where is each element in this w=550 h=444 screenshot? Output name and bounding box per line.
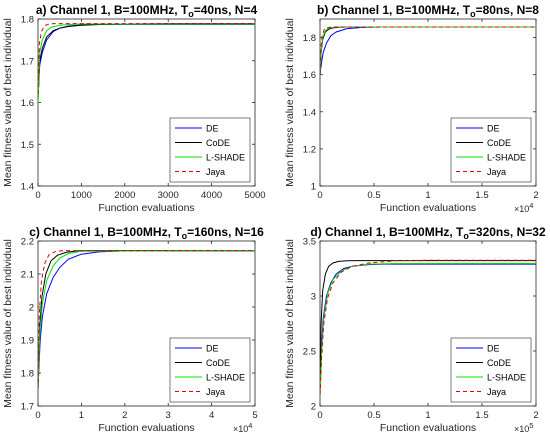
x-tick-label: 1.5 — [475, 410, 488, 421]
series-line-jaya — [320, 259, 536, 396]
y-tick-label: 1.2 — [303, 144, 316, 155]
series-line-lshade — [320, 26, 536, 75]
legend-label: Jaya — [487, 387, 506, 397]
y-tick-label: 1.4 — [303, 107, 316, 118]
series-line-lshade — [38, 250, 255, 390]
x-tick-label: 0.5 — [367, 190, 380, 201]
x-tick-label: 2 — [533, 410, 538, 421]
y-tick-label: 2 — [29, 303, 34, 314]
y-tick-label: 2.1 — [21, 270, 34, 281]
legend-label: DE — [206, 344, 219, 354]
y-tick-label: 1.8 — [303, 33, 316, 44]
legend: DE CoDE L-SHADE Jaya — [450, 337, 532, 403]
x-tick-label: 0.5 — [367, 410, 380, 421]
legend: DE CoDE L-SHADE Jaya — [169, 117, 251, 183]
x-tick-label: 1000 — [71, 190, 92, 201]
x-tick-label: 3000 — [158, 190, 179, 201]
x-axis-label: Function evaluations — [98, 202, 194, 214]
legend-label: CoDE — [206, 138, 230, 148]
legend-label: DE — [206, 124, 219, 134]
legend-label: CoDE — [206, 358, 230, 368]
x-tick-label: 1.5 — [475, 190, 488, 201]
chart-title: d) Channel 1, B=100MHz, To=320ns, N=32 — [310, 225, 546, 241]
series-line-jaya — [320, 26, 536, 75]
x-tick-label: 5 — [252, 410, 257, 421]
y-tick-label: 1.5 — [21, 140, 34, 151]
x-tick-label: 1 — [425, 190, 430, 201]
series-line-code — [320, 260, 536, 396]
series-line-jaya — [38, 250, 255, 390]
y-axis-label: Mean fitness value of best individual — [284, 239, 296, 408]
series-line-jaya — [38, 23, 255, 95]
y-tick-label: 1.6 — [303, 70, 316, 81]
legend: DE CoDE L-SHADE Jaya — [169, 337, 251, 403]
legend-label: L-SHADE — [206, 153, 245, 163]
legend-label: CoDE — [487, 138, 511, 148]
y-tick-label: 2 — [311, 402, 316, 413]
legend-label: L-SHADE — [487, 373, 526, 383]
x-tick-label: 1 — [79, 410, 84, 421]
legend-label: Jaya — [206, 387, 225, 397]
series-line-lshade — [320, 262, 536, 396]
x-axis-label: Function evaluations — [380, 422, 476, 434]
x-tick-label: 3 — [166, 410, 171, 421]
chart-panel-0: a) Channel 1, B=100MHz, To=40ns, N=4 0 100… — [2, 3, 266, 214]
y-tick-label: 2.5 — [303, 347, 316, 358]
x-tick-label: 1 — [425, 410, 430, 421]
y-tick-label: 1.7 — [21, 56, 34, 67]
y-tick-label: 1 — [311, 182, 316, 193]
y-tick-label: 3.5 — [303, 237, 316, 248]
x-tick-label: 2 — [533, 190, 538, 201]
chart-title: c) Channel 1, B=100MHz, To=160ns, N=16 — [29, 225, 264, 241]
x-tick-label: 5000 — [244, 190, 265, 201]
y-tick-label: 1.8 — [21, 15, 34, 26]
y-tick-label: 3 — [311, 292, 316, 303]
x-tick-label: 4 — [209, 410, 214, 421]
y-tick-label: 1.4 — [21, 182, 34, 193]
legend-label: Jaya — [206, 167, 225, 177]
y-axis-label: Mean fitness value of best individual — [284, 18, 296, 187]
legend-label: Jaya — [487, 167, 506, 177]
y-tick-label: 1.9 — [21, 336, 34, 347]
x-tick-label: 0 — [35, 190, 40, 201]
chart-title: b) Channel 1, B=100MHz, To=80ns, N=8 — [317, 3, 539, 19]
legend: DE CoDE L-SHADE Jaya — [450, 117, 532, 183]
chart-panel-1: b) Channel 1, B=100MHz, To=80ns, N=8 0 0.5… — [284, 3, 539, 214]
x-tick-label: 2 — [122, 410, 127, 421]
x-tick-label: 4000 — [201, 190, 222, 201]
legend-label: L-SHADE — [487, 153, 526, 163]
x-tick-label: 0 — [317, 190, 322, 201]
y-axis-label: Mean fitness value of best individual — [2, 239, 14, 408]
chart-panel-3: d) Channel 1, B=100MHz, To=320ns, N=32 0 0… — [284, 225, 546, 434]
x-exponent: ×104 — [233, 421, 252, 434]
x-tick-label: 0 — [35, 410, 40, 421]
legend-label: L-SHADE — [206, 373, 245, 383]
legend-label: DE — [487, 344, 500, 354]
chart-panel-2: c) Channel 1, B=100MHz, To=160ns, N=160 1… — [2, 225, 264, 434]
legend-label: CoDE — [487, 358, 511, 368]
x-axis-label: Function evaluations — [98, 422, 194, 434]
x-axis-label: Function evaluations — [380, 202, 476, 214]
legend-label: DE — [487, 124, 500, 134]
y-axis-label: Mean fitness value of best individual — [2, 18, 14, 187]
y-tick-label: 1.6 — [21, 98, 34, 109]
y-tick-label: 1.7 — [21, 402, 34, 413]
x-tick-label: 2000 — [114, 190, 135, 201]
y-tick-label: 1.8 — [21, 369, 34, 380]
x-tick-label: 0 — [317, 410, 322, 421]
y-tick-label: 2.2 — [21, 237, 34, 248]
chart-title: a) Channel 1, B=100MHz, To=40ns, N=4 — [36, 3, 258, 19]
x-exponent: ×105 — [514, 421, 533, 434]
x-exponent: ×104 — [514, 201, 533, 214]
